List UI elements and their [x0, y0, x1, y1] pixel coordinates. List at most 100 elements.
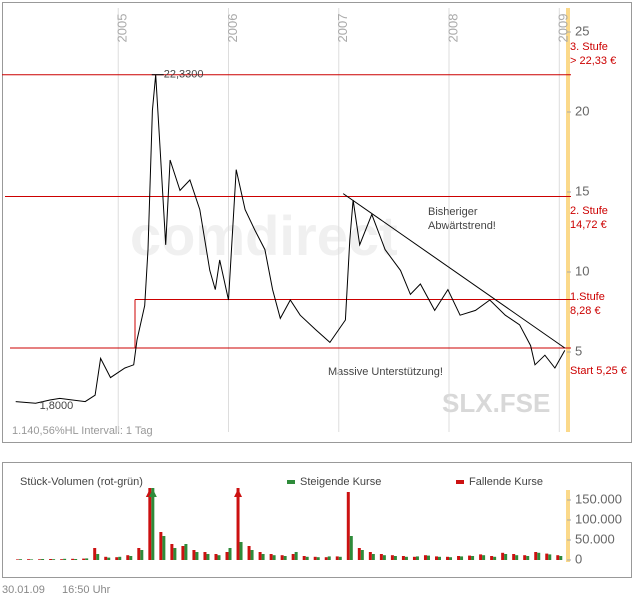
volume-bar — [126, 555, 130, 560]
volume-bar — [379, 554, 383, 560]
symbol: SLX.FSE — [442, 388, 550, 418]
volume-bar — [294, 552, 298, 560]
volume-bar — [335, 556, 339, 560]
volume-bar — [493, 556, 497, 560]
trend-label: Abwärtstrend! — [428, 220, 496, 232]
volume-bar — [30, 559, 34, 560]
volume-bar — [173, 548, 177, 560]
volume-bar — [368, 552, 372, 560]
volume-bar — [324, 557, 328, 560]
volume-bar — [404, 556, 408, 560]
x-tick-label: 2007 — [335, 14, 350, 43]
volume-bar — [512, 554, 516, 560]
volume-bar — [107, 557, 111, 560]
volume-title: Stück-Volumen (rot-grün) — [20, 476, 143, 488]
support-label: Massive Unterstützung! — [328, 366, 443, 378]
y-tick-label: 100.000 — [575, 511, 622, 526]
volume-bar — [192, 550, 196, 560]
volume-bar — [19, 559, 23, 560]
volume-bar — [38, 559, 42, 560]
volume-bar — [490, 556, 494, 560]
y-tick-label: 150.000 — [575, 491, 622, 506]
volume-bar — [415, 556, 419, 560]
volume-bar — [82, 558, 86, 560]
level-label: 8,28 € — [570, 305, 601, 317]
volume-bar — [170, 544, 174, 560]
current-marker — [566, 8, 570, 432]
x-tick-label: 2006 — [225, 14, 240, 43]
volume-bar — [27, 559, 31, 560]
overflow-arrow-head — [234, 489, 243, 497]
volume-bar — [159, 532, 163, 560]
max-label: 22,3300 — [164, 69, 204, 81]
volume-bar — [302, 556, 306, 560]
volume-bar — [371, 554, 375, 560]
volume-bar — [426, 555, 430, 560]
legend-label: Steigende Kurse — [300, 476, 381, 488]
volume-bar — [393, 556, 397, 560]
volume-bar — [559, 556, 563, 560]
volume-bar — [115, 557, 119, 560]
volume-bar — [515, 555, 519, 560]
volume-bar — [556, 555, 560, 560]
volume-bar — [460, 556, 464, 560]
volume-bar — [479, 554, 483, 560]
y-tick-label: 15 — [575, 183, 589, 198]
volume-bar — [214, 554, 218, 560]
volume-bar — [184, 544, 188, 560]
volume-bar — [534, 552, 538, 560]
volume-bar — [63, 558, 67, 560]
volume-bar — [217, 555, 221, 560]
trend-label: Bisheriger — [428, 206, 478, 218]
volume-bar — [338, 556, 342, 560]
volume-bar — [545, 553, 549, 560]
volume-bar — [269, 554, 273, 560]
price-line — [15, 74, 566, 404]
volume-bar — [468, 555, 472, 560]
min-label: 1,8000 — [40, 400, 74, 412]
volume-bar — [203, 552, 207, 560]
volume-bar — [435, 556, 438, 560]
volume-bar — [291, 554, 295, 560]
x-tick-label: 2008 — [445, 14, 460, 43]
volume-bar — [523, 555, 527, 560]
level-label: 3. Stufe — [570, 41, 608, 53]
volume-bar — [449, 557, 453, 560]
footer-date: 30.01.09 — [2, 584, 45, 596]
watermark: comdirect — [130, 204, 398, 267]
volume-bar — [261, 554, 265, 560]
volume-bar — [316, 557, 320, 560]
y-tick-label: 20 — [575, 103, 589, 118]
y-tick-label: 0 — [575, 551, 582, 566]
volume-bar — [349, 536, 353, 560]
volume-bar — [41, 559, 45, 560]
level-label: 1.Stufe — [570, 291, 605, 303]
volume-bar — [137, 548, 141, 560]
volume-bar — [74, 559, 78, 560]
volume-bar — [327, 556, 331, 560]
level-label: Start 5,25 € — [570, 365, 627, 377]
volume-bar — [60, 559, 64, 560]
volume-bar — [537, 552, 541, 560]
volume-bar — [140, 550, 144, 560]
y-tick-label: 50.000 — [575, 531, 615, 546]
footer-time: 16:50 Uhr — [62, 584, 111, 596]
volume-bar — [482, 555, 486, 560]
volume-bar — [96, 554, 100, 560]
volume-bar — [239, 542, 243, 560]
volume-bar — [195, 552, 199, 560]
overflow-arrow-head — [148, 489, 157, 497]
volume-bar — [71, 558, 75, 560]
volume-bar — [446, 556, 450, 560]
volume-bar — [272, 555, 276, 560]
volume-bar — [390, 555, 394, 560]
volume-bar — [504, 554, 508, 560]
volume-bar — [93, 548, 97, 560]
y-tick-label: 25 — [575, 23, 589, 38]
y-tick-label: 10 — [575, 263, 589, 278]
volume-bar — [85, 558, 89, 560]
volume-bar — [501, 552, 505, 560]
volume-bar — [457, 556, 461, 560]
legend-swatch — [456, 480, 464, 484]
